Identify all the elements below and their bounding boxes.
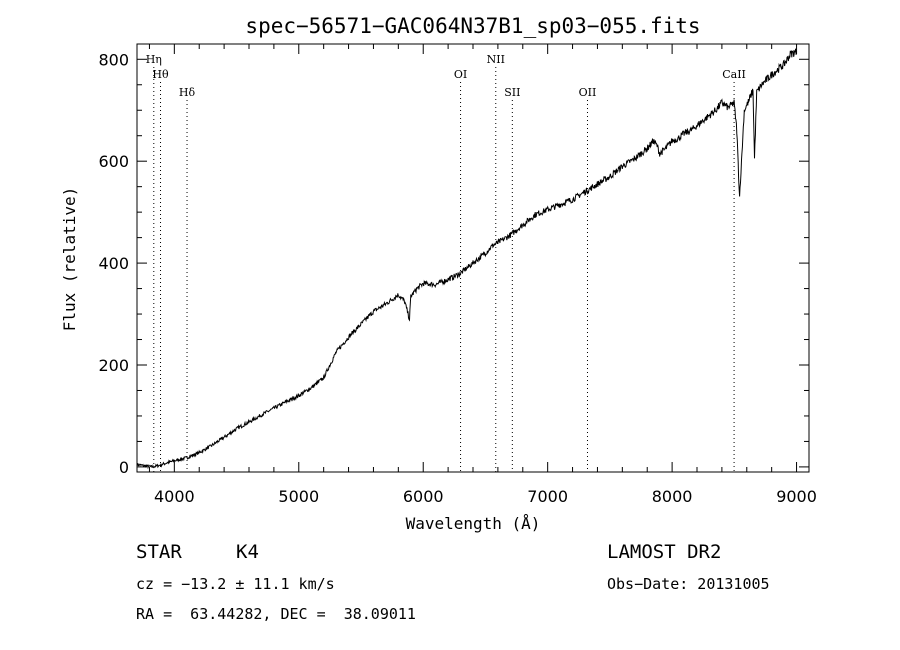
coordinates: RA = 63.44282, DEC = 38.09011: [136, 605, 416, 623]
object-class: STAR: [136, 541, 182, 563]
x-tick-label: 6000: [403, 487, 444, 506]
spectral-line-label: OII: [579, 86, 597, 99]
spectral-line-label: CaII: [722, 68, 746, 81]
y-axis-label: Flux (relative): [60, 187, 79, 332]
object-subclass: K4: [236, 541, 259, 563]
plot-frame: [136, 43, 810, 473]
observation-date: Obs−Date: 20131005: [607, 575, 770, 593]
x-tick-label: 9000: [776, 487, 817, 506]
axis-ticks: [137, 44, 809, 472]
spectrum-series-line: [136, 48, 798, 470]
y-tick-label: 600: [98, 152, 129, 171]
y-tick-label: 800: [98, 50, 129, 69]
redshift-velocity: cz = −13.2 ± 11.1 km/s: [136, 575, 335, 593]
x-tick-label: 7000: [527, 487, 568, 506]
y-tick-label: 200: [98, 356, 129, 375]
spectral-line-label: Hθ: [152, 68, 169, 81]
x-tick-label: 5000: [278, 487, 319, 506]
survey-name: LAMOST DR2: [607, 541, 722, 563]
x-axis-label: Wavelength (Å): [406, 514, 541, 533]
x-tick-label: 4000: [154, 487, 195, 506]
spectral-line-label: OI: [454, 68, 467, 81]
axis-tick-labels: 4000 5000 6000 7000 8000 9000 0 200 400 600 800 Hη H…: [98, 50, 816, 506]
spectral-line-label: SII: [504, 86, 520, 99]
spectral-line-label: NII: [487, 53, 505, 66]
chart-title: spec−56571−GAC064N37B1_sp03−055.fits: [245, 14, 700, 38]
spectral-line-markers: [153, 67, 735, 472]
spectral-line-label: Hδ: [179, 86, 196, 99]
spectral-line-label: Hη: [146, 53, 162, 66]
y-tick-label: 400: [98, 254, 129, 273]
x-tick-label: 8000: [652, 487, 693, 506]
y-tick-label: 0: [119, 458, 129, 477]
